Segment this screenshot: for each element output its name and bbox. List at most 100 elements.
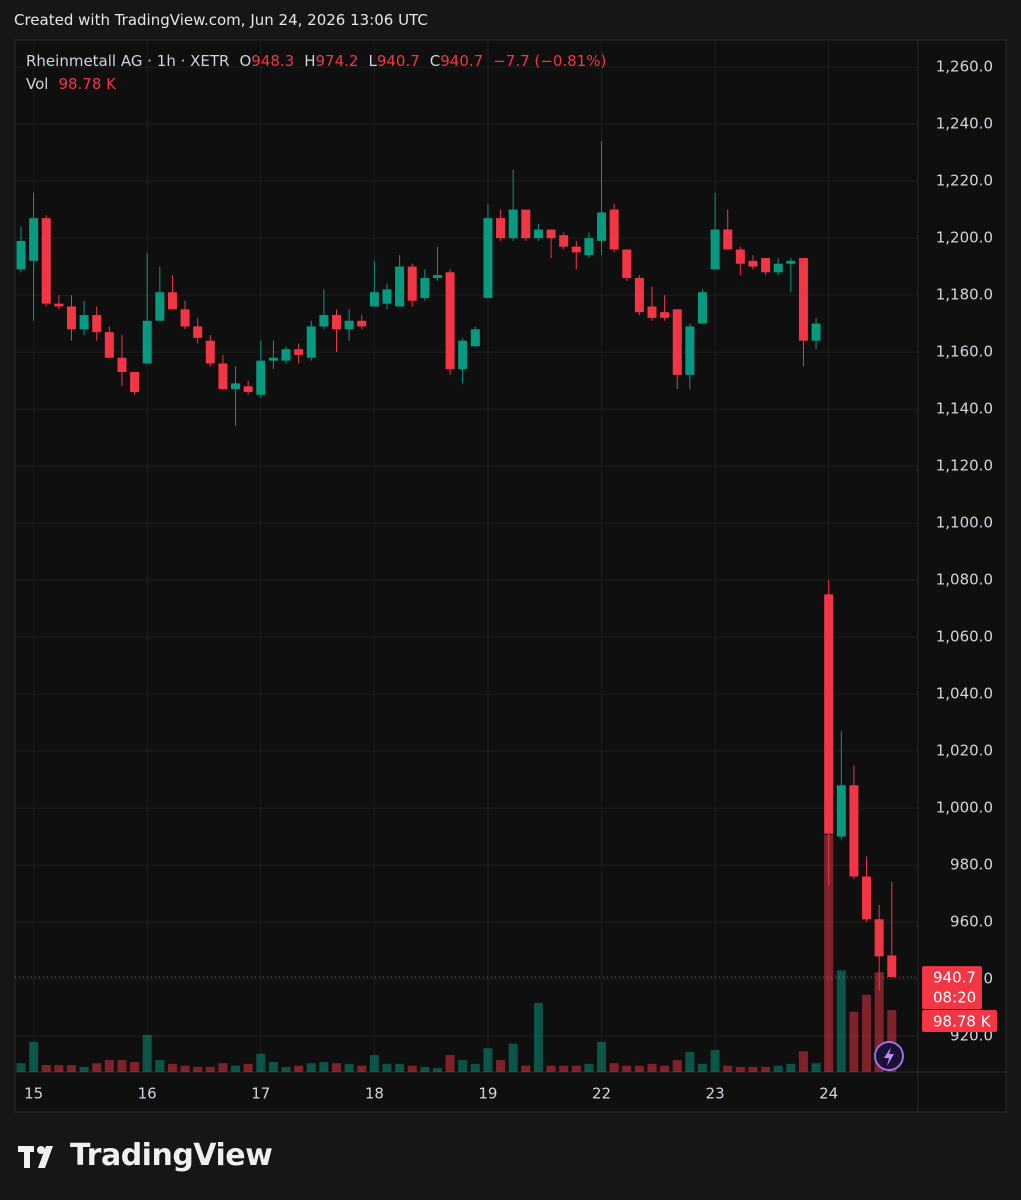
volume-bar	[634, 1065, 644, 1072]
volume-bar	[798, 1051, 808, 1072]
volume-bar	[887, 1010, 897, 1072]
volume-bar	[672, 1060, 682, 1072]
candle-body	[521, 209, 531, 239]
volume-bar	[432, 1068, 442, 1072]
volume-bar	[54, 1065, 64, 1072]
ohlc-row: Rheinmetall AG · 1h · XETR O 948.3 H 974.2…	[26, 50, 606, 73]
candle-body	[167, 292, 177, 310]
candle-body	[571, 246, 581, 253]
volume-bar	[445, 1055, 455, 1072]
volume-bar	[407, 1065, 417, 1072]
y-tick-label: 980.0	[950, 856, 993, 874]
open-value: 948.3	[251, 52, 295, 70]
volume-bar	[231, 1065, 241, 1072]
candle-body	[104, 332, 114, 358]
volume-bar	[268, 1061, 278, 1072]
candle-body	[824, 594, 834, 834]
candle-body	[16, 240, 26, 270]
candle-body	[218, 363, 228, 390]
close-label: C	[429, 52, 441, 70]
candle-body	[319, 315, 329, 327]
volume-bar	[92, 1063, 102, 1072]
candle-body	[142, 320, 152, 364]
volume-bar	[685, 1051, 695, 1072]
volume-bar	[697, 1063, 707, 1072]
candle-body	[672, 309, 682, 375]
candle-body	[92, 315, 102, 333]
candle-body	[41, 218, 51, 304]
legend: Rheinmetall AG · 1h · XETR O 948.3 H 974.2…	[26, 50, 606, 96]
candle-body	[559, 235, 569, 247]
x-tick-label: 17	[251, 1085, 270, 1103]
volume-bar	[647, 1063, 657, 1072]
volume-bar	[41, 1065, 51, 1072]
candle-body	[798, 258, 808, 341]
volume-bar	[559, 1065, 569, 1072]
candle-body	[470, 329, 480, 347]
change: −7.7 (−0.81%)	[493, 52, 607, 70]
candle-body	[395, 266, 405, 307]
y-tick-label: 1,020.0	[936, 742, 993, 760]
candle-body	[344, 320, 354, 330]
candle-body	[79, 315, 89, 330]
volume-bar	[723, 1065, 733, 1072]
candle-body	[130, 372, 140, 392]
candle-body	[420, 277, 430, 298]
candle-body	[862, 876, 872, 920]
candle-body	[836, 785, 846, 837]
volume-bar	[773, 1065, 783, 1072]
volume-bar	[382, 1063, 392, 1072]
candle-body	[54, 303, 64, 307]
volume-bar	[104, 1060, 114, 1072]
candle-body	[887, 955, 897, 978]
candle-body	[849, 785, 859, 877]
candle-body	[597, 212, 607, 241]
volume-bar	[319, 1061, 329, 1072]
y-tick-label: 1,260.0	[936, 58, 993, 76]
volume-bar	[748, 1066, 758, 1072]
volume-bar	[357, 1065, 367, 1072]
volume-bar	[218, 1063, 228, 1072]
volume-bar	[117, 1060, 127, 1072]
x-tick-label: 18	[365, 1085, 384, 1103]
candle-body	[546, 229, 556, 239]
candle-body	[243, 386, 253, 392]
volume-bar	[521, 1065, 531, 1072]
candle-body	[66, 306, 76, 330]
volume-tag-label: 98.78 K	[933, 1013, 992, 1031]
candle-body	[357, 320, 367, 327]
volume-bar	[836, 970, 846, 1072]
candle-body	[256, 360, 266, 395]
candle-body	[369, 292, 379, 307]
volume-bar	[862, 994, 872, 1072]
candle-body	[332, 315, 341, 330]
volume-row: Vol 98.78 K	[26, 73, 606, 96]
candle-body	[306, 326, 316, 358]
volume-bar	[395, 1063, 405, 1072]
volume-bar	[761, 1066, 771, 1072]
volume-value: 98.78 K	[58, 75, 116, 93]
y-tick-label: 1,180.0	[936, 286, 993, 304]
y-tick-label: 1,040.0	[936, 685, 993, 703]
volume-bar	[369, 1055, 379, 1072]
candle-body	[761, 258, 771, 273]
symbol: Rheinmetall AG · 1h · XETR	[26, 52, 230, 70]
volume-bar	[470, 1063, 480, 1072]
volume-tag	[922, 1010, 997, 1033]
candle-body	[281, 349, 291, 361]
volume-bar	[344, 1063, 354, 1072]
candle-body	[697, 292, 707, 324]
x-tick-label: 23	[706, 1085, 725, 1103]
candle-body	[660, 312, 670, 318]
volume-bar	[420, 1066, 430, 1072]
assistant-icon[interactable]	[874, 1041, 904, 1071]
low-label: L	[368, 52, 377, 70]
candle-body	[735, 249, 745, 264]
candle-body	[786, 260, 796, 264]
candle-body	[622, 249, 632, 278]
volume-bar	[130, 1061, 140, 1072]
volume-bar	[29, 1041, 39, 1072]
brand: TradingView	[70, 1138, 273, 1173]
